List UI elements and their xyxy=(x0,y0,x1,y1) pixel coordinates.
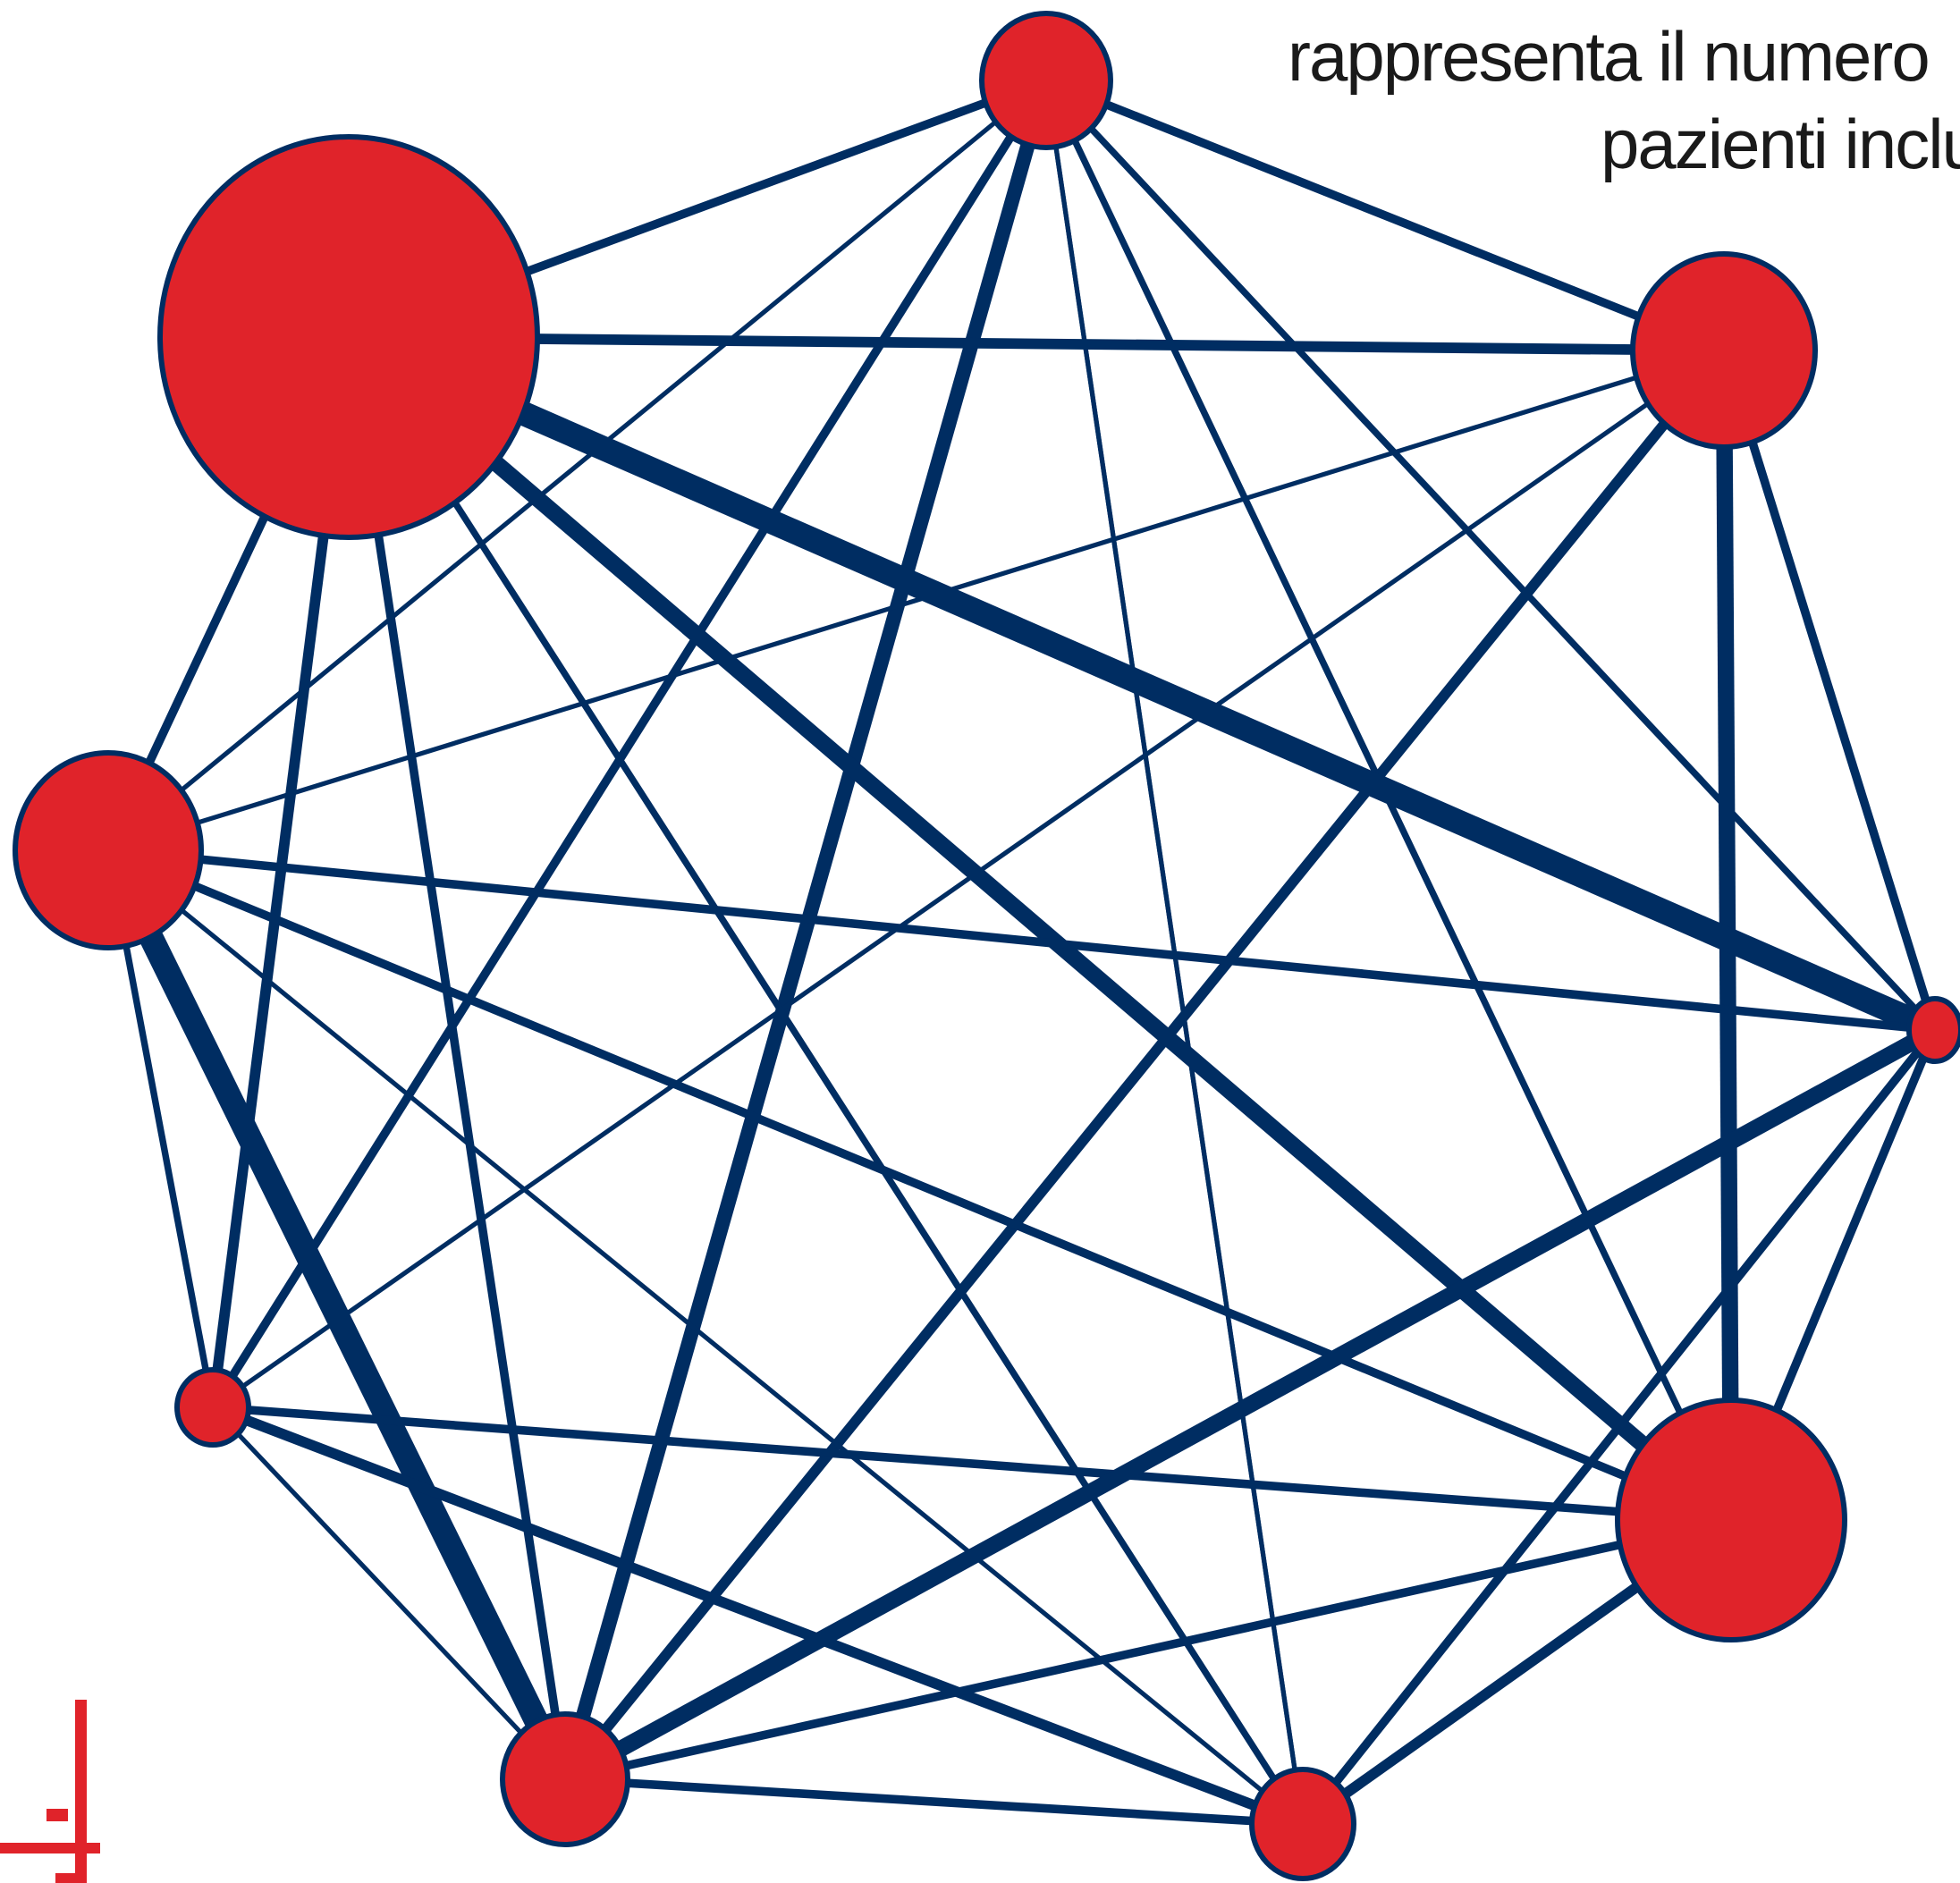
edge-A-B xyxy=(1044,76,1726,355)
nodes-layer xyxy=(13,11,1960,1881)
node-H xyxy=(1906,996,1960,1064)
edge-E-G xyxy=(211,1406,567,1781)
logo-bar-vertical xyxy=(75,1700,87,1883)
edge-B-H xyxy=(1719,349,1939,1032)
edge-B-C xyxy=(348,332,1725,356)
edge-B-G xyxy=(561,347,1728,1783)
node-G xyxy=(500,1711,630,1847)
edges-layer xyxy=(97,76,1940,1829)
edge-C-G xyxy=(344,336,570,1780)
edge-B-D xyxy=(107,348,1725,853)
edge-A-D xyxy=(106,78,1048,853)
brand-logo-icon xyxy=(0,1700,100,1883)
node-B xyxy=(1630,251,1818,450)
caption-line-2: pazienti inclu xyxy=(1601,105,1960,183)
node-C xyxy=(157,134,540,540)
edge-A-H xyxy=(1043,78,1938,1033)
edge-G-H xyxy=(561,1022,1939,1787)
node-E xyxy=(174,1367,251,1448)
edge-C-F xyxy=(343,331,1736,1526)
edge-H-J xyxy=(1299,1027,1939,1827)
logo-bar-short xyxy=(46,1809,68,1821)
edge-C-H xyxy=(343,325,1940,1042)
logo-bar-lower xyxy=(55,1873,77,1883)
edge-E-F xyxy=(212,1403,1732,1524)
node-D xyxy=(13,750,204,950)
edge-E-I xyxy=(210,1402,1305,1829)
edge-D-H xyxy=(107,846,1936,1034)
edge-G-J xyxy=(564,1775,1304,1828)
node-A xyxy=(979,11,1113,150)
edge-A-G xyxy=(558,78,1053,1782)
node-I xyxy=(1249,1767,1356,1881)
edge-A-E xyxy=(208,78,1051,1410)
edge-D-G xyxy=(97,844,577,1786)
edge-C-J xyxy=(345,335,1306,1826)
edge-F-G xyxy=(563,1516,1733,1784)
edge-B-E xyxy=(211,348,1726,1410)
node-F xyxy=(1615,1397,1847,1642)
edge-D-F xyxy=(106,846,1733,1524)
logo-bar-horizontal xyxy=(0,1843,100,1853)
caption-line-1: rappresenta il numero xyxy=(1288,17,1930,96)
